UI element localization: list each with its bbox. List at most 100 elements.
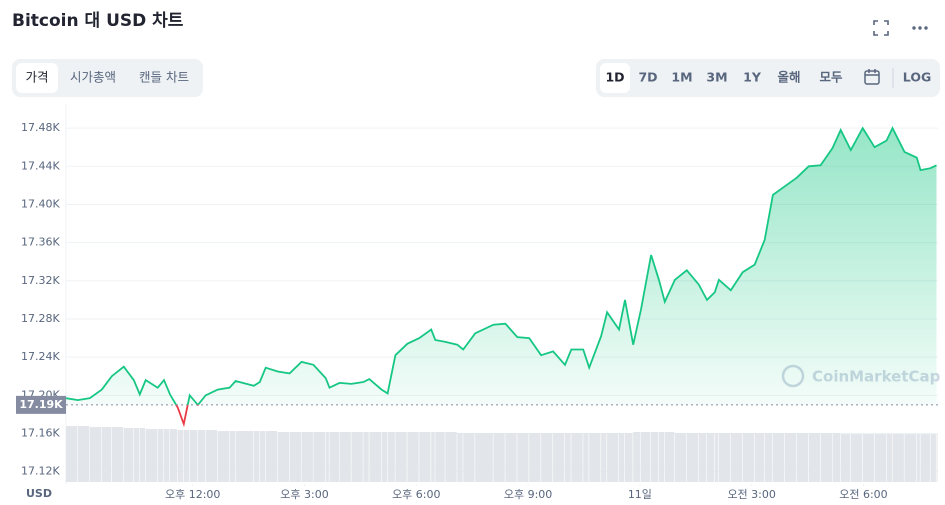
- more-icon[interactable]: [912, 26, 928, 30]
- range-button[interactable]: 1M: [671, 70, 692, 85]
- y-tick-label: 17.24K: [21, 350, 60, 363]
- volume-bar: [313, 432, 326, 482]
- volume-bar: [664, 432, 675, 482]
- volume-bar: [369, 432, 382, 482]
- y-tick-label: 17.12K: [21, 465, 60, 478]
- area: [66, 128, 937, 405]
- volume-bar: [714, 433, 719, 482]
- volume-bar: [101, 427, 112, 482]
- volume-bar: [541, 433, 553, 482]
- volume-bar: [419, 432, 431, 482]
- volume-bar: [796, 433, 809, 482]
- range-selected: [600, 63, 630, 93]
- volume-bar: [197, 430, 206, 482]
- volume-bar: [936, 434, 938, 482]
- volume-bar: [189, 430, 198, 482]
- volume-bar: [589, 433, 601, 482]
- volume-bar: [698, 433, 707, 482]
- volume-bar: [164, 429, 170, 482]
- volume-bar: [862, 434, 875, 482]
- range-bar: [596, 59, 940, 97]
- x-tick-label: 오후 9:00: [504, 488, 552, 501]
- y-axis-label: USD: [26, 487, 52, 500]
- volume-bar: [339, 432, 351, 482]
- range-button[interactable]: 1Y: [743, 70, 762, 85]
- volume-bar: [457, 433, 463, 482]
- y-tick-label: 17.16K: [21, 427, 60, 440]
- volume-bar: [742, 433, 755, 482]
- range-button[interactable]: 3M: [706, 70, 727, 85]
- volume-bar: [66, 426, 78, 482]
- range-button[interactable]: 7D: [638, 70, 657, 85]
- volume-bar: [157, 429, 164, 482]
- volume-bar: [784, 433, 797, 482]
- range-button[interactable]: 모두: [819, 70, 843, 85]
- volume-bar: [916, 434, 920, 482]
- volume-bar: [553, 433, 565, 482]
- tab[interactable]: 캔들 차트: [139, 70, 189, 85]
- volume-bar: [529, 433, 541, 482]
- volume-bar: [624, 433, 633, 482]
- y-tick-label: 17.28K: [21, 312, 60, 325]
- volume-bar: [301, 432, 313, 482]
- volume-bar: [277, 432, 289, 482]
- range-button[interactable]: 1D: [605, 70, 624, 85]
- volume-bar: [633, 432, 641, 482]
- volume-bar: [89, 427, 102, 482]
- volume-bar: [183, 430, 190, 482]
- volume-bar: [253, 431, 260, 482]
- volume-bar: [686, 433, 699, 482]
- volume-bar: [718, 433, 731, 482]
- volume-bar: [840, 434, 851, 482]
- volume-bar: [217, 431, 229, 482]
- reference-label: 17.19K: [19, 398, 63, 411]
- volume-bar: [930, 434, 936, 482]
- volume-bar: [601, 433, 607, 482]
- volume-bar: [892, 434, 904, 482]
- volume-bar: [706, 433, 715, 482]
- volume-bar: [351, 432, 363, 482]
- volume-bar: [325, 432, 329, 482]
- volume-bar: [607, 433, 619, 482]
- tab[interactable]: 시가총액: [70, 70, 116, 85]
- volume-bar: [904, 434, 917, 482]
- volume-bar: [265, 431, 278, 482]
- x-tick-label: 오전 6:00: [839, 488, 887, 501]
- volume-bar: [850, 434, 863, 482]
- volume-bar: [289, 432, 301, 482]
- volume-bar: [772, 433, 785, 482]
- y-tick-label: 17.36K: [21, 236, 60, 249]
- volume-bar: [145, 429, 158, 482]
- volume-bar: [229, 431, 235, 482]
- volume-bar: [505, 433, 517, 482]
- tab[interactable]: 가격: [25, 70, 48, 85]
- volume-bar: [139, 428, 146, 482]
- volume-bar: [431, 432, 435, 482]
- volume-bar: [363, 432, 369, 482]
- volume-bar: [463, 433, 475, 482]
- x-tick-label: 오후 3:00: [280, 488, 328, 501]
- volume-bar: [874, 434, 886, 482]
- y-tick-label: 17.32K: [21, 274, 60, 287]
- volume-bar: [674, 433, 687, 482]
- volume-bar: [381, 432, 387, 482]
- volume-bar: [754, 433, 765, 482]
- volume-bar: [920, 434, 930, 482]
- volume-bar: [651, 432, 659, 482]
- volume-bar: [832, 433, 841, 482]
- volume-bar: [571, 433, 583, 482]
- y-tick-label: 17.48K: [21, 121, 60, 134]
- calendar-icon[interactable]: [864, 69, 880, 85]
- volume-bar: [177, 430, 184, 482]
- volume-bar: [564, 433, 571, 482]
- volume-bar: [77, 426, 90, 482]
- log-button[interactable]: LOG: [903, 70, 931, 85]
- y-tick-label: 17.40K: [21, 197, 60, 210]
- expand-icon[interactable]: [873, 20, 889, 36]
- volume-bar: [387, 432, 395, 482]
- range-button[interactable]: 올해: [777, 70, 800, 85]
- volume-bar: [583, 433, 589, 482]
- tab-bar: [12, 59, 203, 97]
